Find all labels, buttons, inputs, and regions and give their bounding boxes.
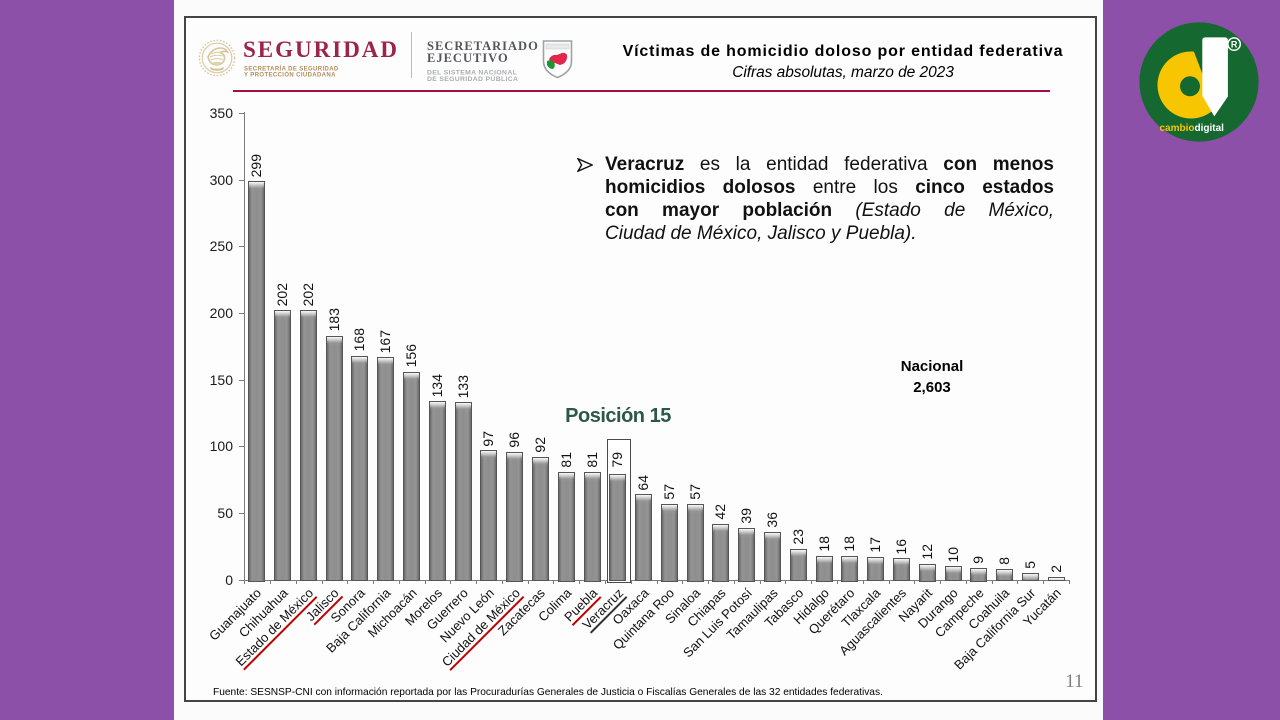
- svg-text:cambiodigital: cambiodigital: [1159, 123, 1224, 134]
- svg-text:R: R: [1231, 39, 1238, 49]
